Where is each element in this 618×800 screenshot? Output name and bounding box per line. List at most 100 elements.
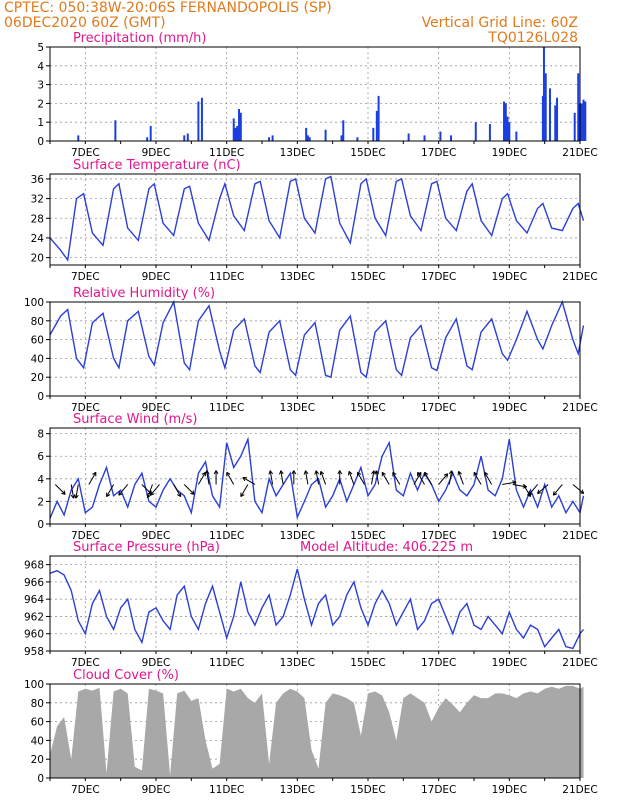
wind-arrow <box>347 470 355 485</box>
wind-arrow <box>537 484 549 494</box>
precip-xtick-label: 13DEC <box>280 147 315 159</box>
temp-ytick-label: 28 <box>31 213 44 225</box>
precip-bar <box>308 137 311 141</box>
precip-bar <box>503 101 506 141</box>
precip-bar <box>239 112 242 141</box>
wind-xtick-label: 13DEC <box>280 530 315 542</box>
wind-arrow <box>438 473 449 485</box>
wind-arrow <box>204 470 210 485</box>
precip-xtick-label: 19DEC <box>492 147 527 159</box>
precip-ytick-label: 4 <box>37 61 44 73</box>
pressure-xtick-label: 15DEC <box>350 657 385 669</box>
wind-xtick-label: 15DEC <box>350 530 385 542</box>
cloud-area <box>50 685 584 778</box>
wind-arrow <box>392 471 401 485</box>
wind-ytick-label: 2 <box>37 496 44 508</box>
wind-arrow <box>242 476 256 485</box>
cloud-xtick-label: 7DEC <box>71 784 100 796</box>
precip-bar <box>200 97 203 141</box>
precip-ytick-label: 0 <box>37 136 44 148</box>
panel-cloud: Cloud Cover (%) 0 20 40 60 80 100 7DEC 9DEC 11DEC… <box>24 668 598 796</box>
precip-bar <box>423 135 426 141</box>
wind-arrow <box>314 470 320 485</box>
precip-bar <box>324 129 327 141</box>
pressure-ytick-label: 958 <box>24 646 44 658</box>
wind-xtick-label: 19DEC <box>492 530 527 542</box>
precip-bar <box>306 135 309 141</box>
precip-bar <box>554 105 557 141</box>
precip-bar <box>149 125 152 141</box>
wind-xtick-label: 21DEC <box>562 530 597 542</box>
precip-bar <box>541 95 544 141</box>
header-grid-note: Vertical Grid Line: 60Z <box>422 15 578 31</box>
precip-bar <box>508 122 511 141</box>
wind-arrow <box>279 470 284 485</box>
rh-title: Relative Humidity (%) <box>73 286 215 301</box>
wind-arrow <box>303 470 309 485</box>
pressure-ytick-label: 968 <box>24 560 44 572</box>
precip-bar <box>197 101 200 141</box>
wind-arrow <box>226 471 235 485</box>
wind-title: Surface Wind (m/s) <box>73 412 197 427</box>
precip-bar <box>372 127 375 141</box>
pressure-xtick-label: 17DEC <box>421 657 456 669</box>
wind-arrow <box>337 470 343 485</box>
wind-arrow <box>319 470 327 485</box>
pressure-ytick-label: 964 <box>24 594 44 606</box>
precip-bar <box>439 131 442 141</box>
precip-bar <box>340 135 343 141</box>
temp-title: Surface Temperature (nC) <box>73 158 241 173</box>
pressure-xtick-label: 13DEC <box>280 657 315 669</box>
precip-bar <box>544 73 547 141</box>
pressure-ytick-label: 960 <box>24 629 44 641</box>
pressure-title: Surface Pressure (hPa) <box>73 540 220 555</box>
wind-arrow <box>484 471 493 485</box>
temp-ytick-label: 20 <box>31 253 44 265</box>
wind-xtick-label: 9DEC <box>142 530 171 542</box>
wind-frame <box>49 427 581 525</box>
cloud-ytick-label: 20 <box>31 754 44 766</box>
wind-arrow <box>572 484 585 494</box>
wind-ytick-label: 8 <box>37 429 44 441</box>
cloud-ytick-label: 60 <box>31 717 44 729</box>
precip-xtick-label: 11DEC <box>209 147 244 159</box>
wind-arrow <box>118 484 129 496</box>
precip-bar <box>582 99 585 141</box>
wind-arrow <box>417 471 425 485</box>
precip-xtick-label: 17DEC <box>421 147 456 159</box>
precip-bar <box>584 101 587 141</box>
temp-frame <box>49 173 581 266</box>
rh-xtick-label: 11DEC <box>209 402 244 414</box>
wind-xtick-label: 17DEC <box>421 530 456 542</box>
precip-bar <box>234 127 237 141</box>
rh-xtick-label: 15DEC <box>350 402 385 414</box>
panels: Precipitation (mm/h) 0 1 2 3 4 5 7DEC 9DEC 11DEC 1… <box>24 31 598 796</box>
rh-xtick-label: 9DEC <box>142 402 171 414</box>
wind-arrow <box>356 471 365 485</box>
precip-bar <box>577 73 580 141</box>
pressure-ytick-label: 962 <box>24 611 44 623</box>
precip-ytick-label: 2 <box>37 98 44 110</box>
wind-xtick-label: 11DEC <box>209 530 244 542</box>
cloud-ytick-label: 40 <box>31 735 44 747</box>
pressure-xtick-label: 19DEC <box>492 657 527 669</box>
wind-arrow <box>473 471 482 485</box>
rh-line <box>49 299 585 379</box>
precip-xtick-label: 15DEC <box>350 147 385 159</box>
wind-line <box>49 436 585 520</box>
precip-bar <box>580 103 583 141</box>
precip-ytick-label: 1 <box>37 117 44 129</box>
temp-xtick-label: 19DEC <box>492 271 527 283</box>
wind-arrow <box>552 484 563 496</box>
wind-arrow <box>291 470 297 485</box>
wind-arrow <box>381 471 390 485</box>
precip-bar <box>515 131 518 141</box>
pressure-xtick-label: 21DEC <box>562 657 597 669</box>
wind-arrow <box>88 471 97 485</box>
temp-xtick-label: 17DEC <box>421 271 456 283</box>
temp-line <box>49 175 585 262</box>
cloud-xtick-label: 13DEC <box>280 784 315 796</box>
pressure-frame <box>49 555 581 652</box>
pressure-xtick-label: 11DEC <box>209 657 244 669</box>
